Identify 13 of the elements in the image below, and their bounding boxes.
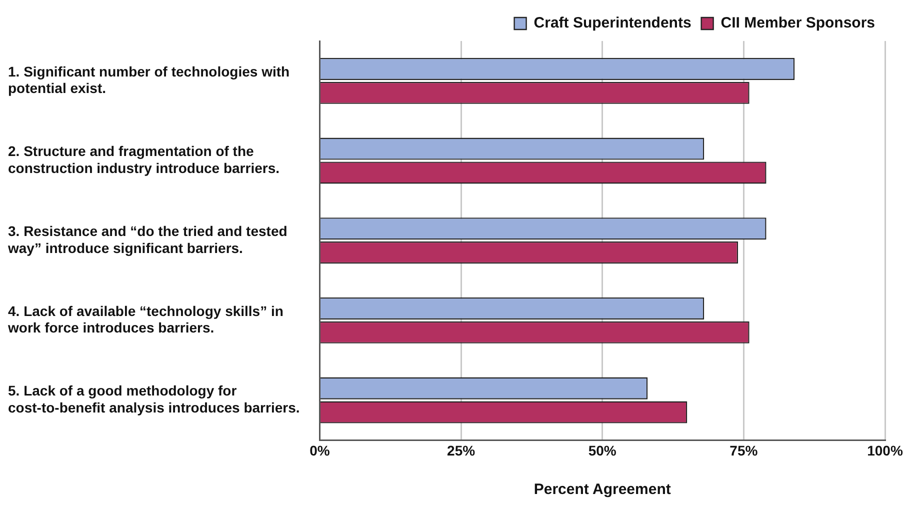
legend-label: Craft Superintendents xyxy=(534,14,692,32)
x-tick-label: 75% xyxy=(730,442,758,458)
y-tick-label: 3. Resistance and “do the tried and tested way” introduce significant barriers. xyxy=(7,223,288,256)
x-tick-label: 0% xyxy=(310,442,330,458)
x-tick-label: 25% xyxy=(447,442,476,458)
x-tick-label: 50% xyxy=(588,442,617,458)
y-tick-label: 5. Lack of a good methodology for cost-to-benefit analysis introduces barriers. xyxy=(8,382,300,416)
y-tick-label: 2. Structure and fragmentation of the construction industry introduce barriers. xyxy=(8,143,280,176)
legend-label: CII Member Sponsors xyxy=(720,14,876,32)
x-axis-title: Percent Agreement xyxy=(534,481,671,498)
y-tick-label: 4. Lack of available “technology skills” in work force introduces barriers. xyxy=(7,302,284,336)
y-tick-label: 1. Significant number of technologies with potential exist. xyxy=(8,63,290,96)
x-tick-label: 100% xyxy=(867,442,904,458)
